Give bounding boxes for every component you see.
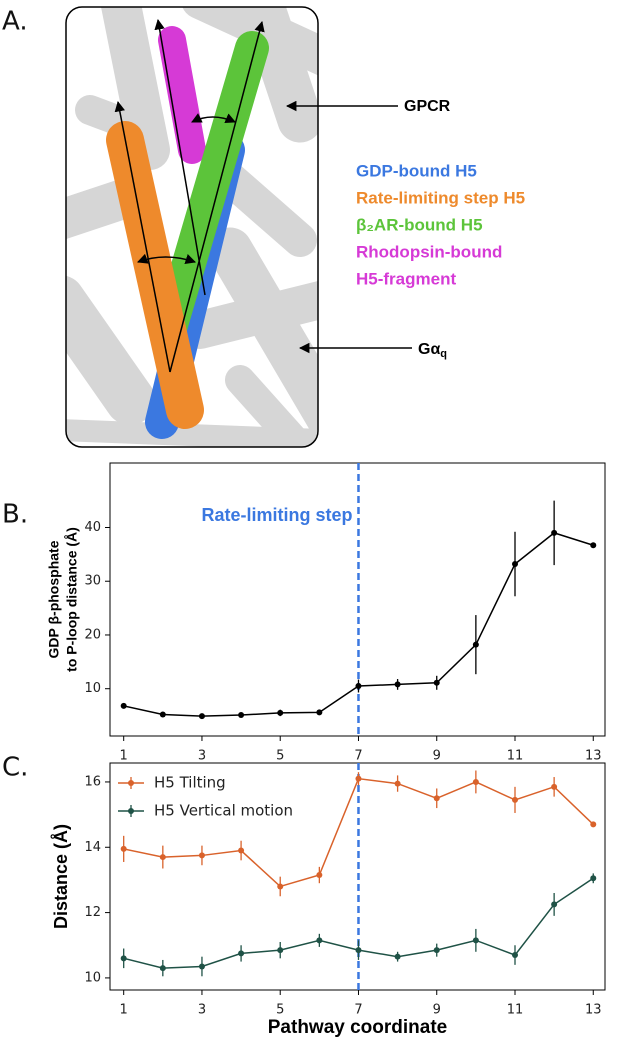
x-axis-label: Pathway coordinate	[268, 1017, 448, 1038]
galpha-label: Gαq	[418, 341, 447, 360]
data-point	[590, 821, 597, 828]
data-point	[198, 963, 205, 970]
y-tick-label: 12	[84, 905, 101, 920]
legend-label: H5 Tilting	[154, 774, 226, 792]
data-point	[512, 952, 518, 959]
reference-label: Rate-limiting step	[201, 505, 352, 525]
data-point	[551, 529, 558, 536]
x-tick-label: 5	[276, 1003, 284, 1018]
rate-limiting-helix	[106, 121, 204, 429]
axis-arrows	[114, 18, 265, 373]
y-tick-label: 20	[84, 627, 101, 642]
data-point	[238, 712, 245, 719]
data-point	[355, 683, 362, 690]
data-point	[277, 709, 284, 716]
data-point	[433, 947, 440, 954]
legend-entry: Rhodopsin-bound	[356, 242, 502, 261]
x-tick-label: 11	[507, 1003, 524, 1018]
data-point	[472, 937, 479, 944]
legend-label: H5 Vertical motion	[154, 802, 293, 820]
data-point	[394, 780, 401, 787]
data-point	[120, 845, 127, 852]
x-tick-label: 9	[433, 749, 441, 764]
y-tick-label: 16	[84, 774, 101, 789]
b2ar-helix	[151, 31, 269, 352]
data-point	[120, 955, 127, 962]
data-point	[159, 854, 166, 861]
data-point	[277, 883, 284, 890]
data-point	[590, 875, 597, 882]
data-point	[198, 852, 205, 859]
data-point	[238, 847, 245, 854]
data-point	[590, 542, 597, 549]
galpha-text: Gα	[418, 341, 440, 358]
data-point	[551, 783, 558, 790]
y-axis-label: Distance (Å)	[51, 824, 71, 929]
y-tick-label: 30	[84, 574, 101, 589]
data-point	[159, 965, 166, 972]
data-point	[238, 950, 245, 957]
data-point	[316, 872, 323, 879]
legend-entry: GDP-bound H5	[356, 161, 477, 180]
data-point	[355, 947, 362, 954]
data-point	[551, 901, 558, 908]
x-tick-label: 3	[198, 749, 206, 764]
x-tick-label: 11	[507, 749, 524, 764]
x-tick-label: 1	[120, 749, 128, 764]
y-axis-label: to P-loop distance (Å)	[64, 527, 80, 672]
data-point	[433, 679, 440, 686]
data-point	[512, 561, 518, 568]
data-point	[394, 953, 401, 960]
data-point	[198, 713, 205, 720]
render-frame	[65, 6, 319, 448]
rhodopsin-helix	[158, 26, 206, 164]
y-tick-label: 10	[84, 681, 101, 696]
panel-label: B.	[2, 500, 28, 530]
data-point	[394, 681, 401, 688]
data-point	[316, 709, 323, 716]
x-tick-label: 7	[354, 749, 362, 764]
y-tick-label: 40	[84, 520, 101, 535]
data-point	[316, 937, 323, 944]
data-point	[433, 795, 440, 802]
y-tick-label: 10	[84, 970, 101, 985]
y-axis-label: GDP β-phosphate	[46, 540, 62, 658]
x-tick-label: 9	[433, 1003, 441, 1018]
data-point	[120, 702, 127, 709]
data-point	[355, 775, 362, 782]
data-point	[277, 947, 284, 954]
x-tick-label: 3	[198, 1003, 206, 1018]
panel-label: A.	[2, 7, 28, 37]
structure-legend: GDP-bound H5 Rate-limiting step H5 β₂AR-bo…	[356, 161, 525, 288]
y-tick-label: 14	[84, 840, 101, 855]
legend-entry: β₂AR-bound H5	[356, 215, 483, 234]
gpcr-label: GPCR	[404, 98, 451, 115]
data-point	[512, 796, 518, 803]
legend-marker	[128, 808, 134, 814]
x-tick-label: 5	[276, 749, 284, 764]
data-point	[159, 711, 166, 718]
x-tick-label: 13	[585, 749, 602, 764]
data-point	[472, 778, 479, 785]
panel-label: C.	[2, 753, 28, 783]
legend-entry: Rate-limiting step H5	[356, 188, 525, 207]
x-tick-label: 1	[120, 1003, 128, 1018]
structure-render	[66, 7, 318, 447]
x-tick-label: 7	[354, 1003, 362, 1018]
x-tick-label: 13	[585, 1003, 602, 1018]
legend-entry: H5-fragment	[356, 269, 456, 288]
galpha-subscript: q	[440, 348, 447, 360]
data-point	[472, 641, 479, 648]
legend-marker	[128, 780, 134, 786]
